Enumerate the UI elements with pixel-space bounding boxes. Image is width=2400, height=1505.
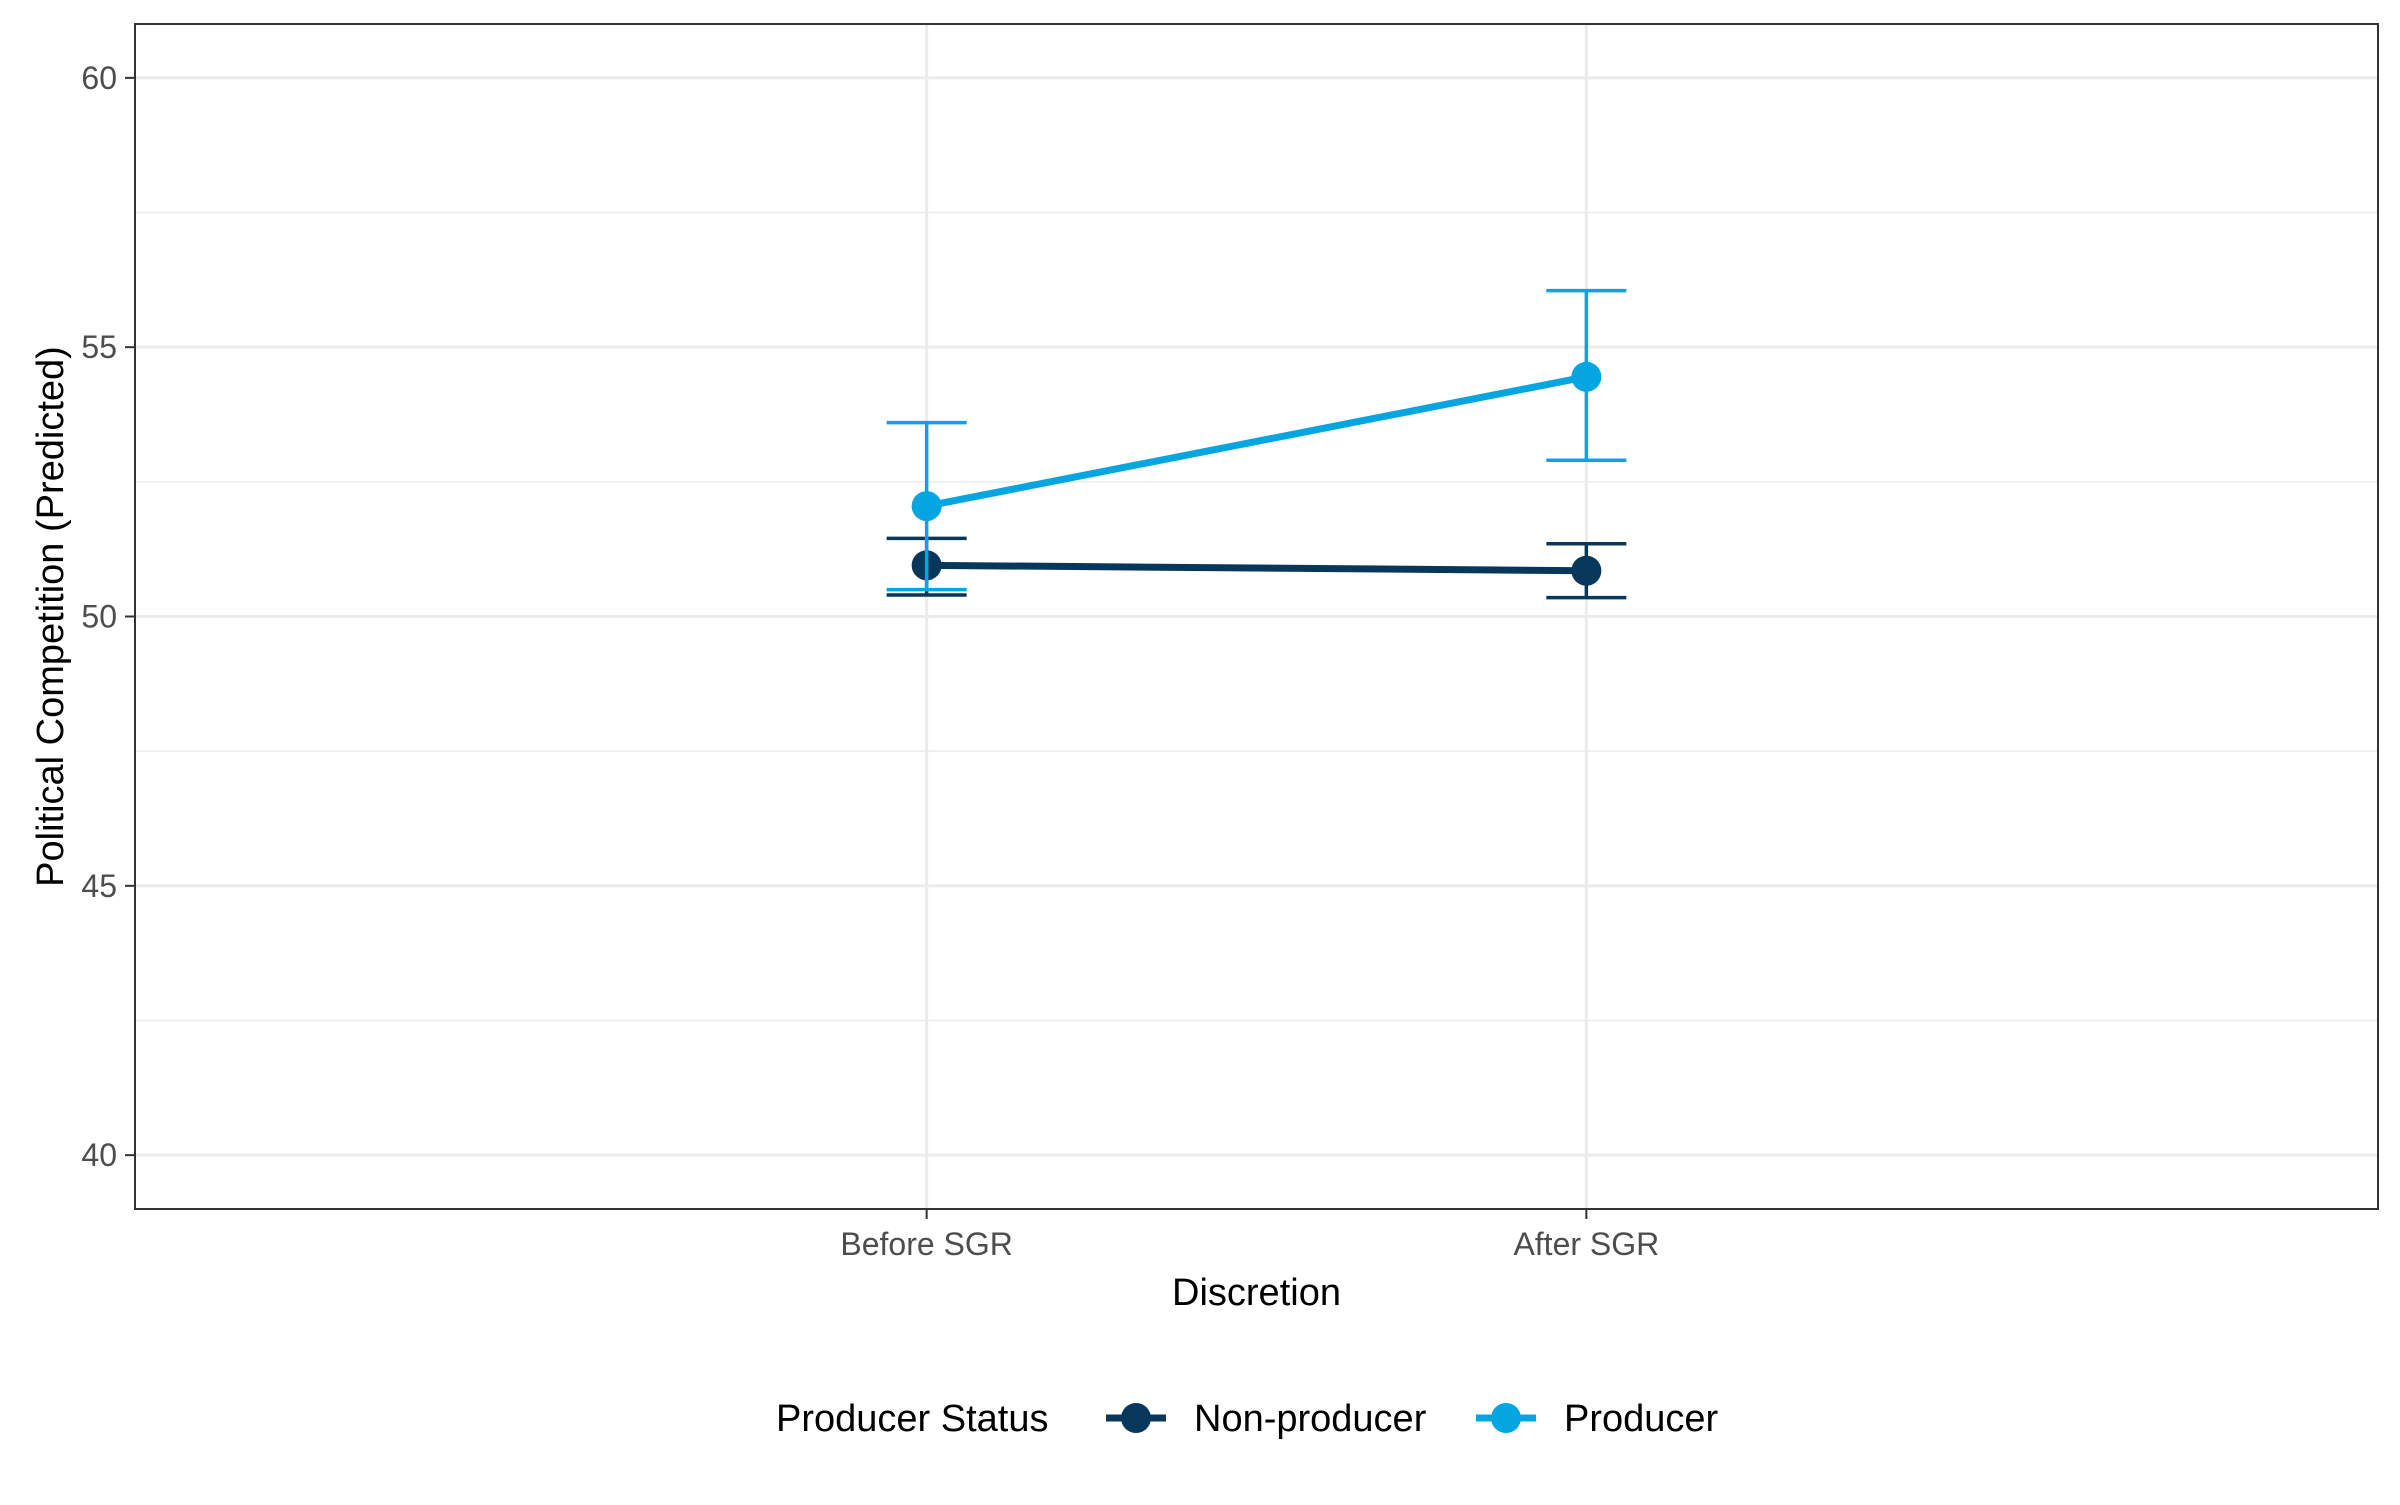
data-point <box>911 491 942 522</box>
legend-label: Producer <box>1564 1398 1719 1440</box>
data-point <box>1571 555 1602 586</box>
series-line <box>926 561 1587 575</box>
y-axis: 40 45 50 55 60 <box>81 60 135 1173</box>
legend: Producer Status Non-producer Producer <box>776 1398 1719 1440</box>
data-point <box>1571 361 1602 392</box>
grid-major <box>135 24 2378 1209</box>
y-tick-label: 55 <box>81 329 117 365</box>
panel-border <box>134 23 2379 1210</box>
y-tick-label: 60 <box>81 60 117 96</box>
y-tick-label: 50 <box>81 599 117 635</box>
legend-key-point <box>1491 1403 1521 1433</box>
x-tick-label: Before SGR <box>840 1226 1013 1262</box>
series-layer <box>886 288 1627 600</box>
x-axis: Before SGR After SGR <box>840 1209 1659 1262</box>
x-tick-label: After SGR <box>1513 1226 1659 1262</box>
grid-minor <box>135 211 2378 1022</box>
y-tick-label: 40 <box>81 1137 117 1173</box>
legend-key <box>1476 1403 1536 1433</box>
legend-title: Producer Status <box>776 1398 1048 1440</box>
legend-key-point <box>1121 1403 1151 1433</box>
x-axis-title: Discretion <box>1172 1272 1341 1314</box>
series-producer <box>886 288 1627 592</box>
series-non-producer <box>886 536 1627 600</box>
legend-label: Non-producer <box>1194 1398 1427 1440</box>
series-line <box>925 373 1588 510</box>
y-tick-label: 45 <box>81 868 117 904</box>
y-axis-title: Political Competition (Predicted) <box>30 346 72 887</box>
legend-key <box>1106 1403 1166 1433</box>
